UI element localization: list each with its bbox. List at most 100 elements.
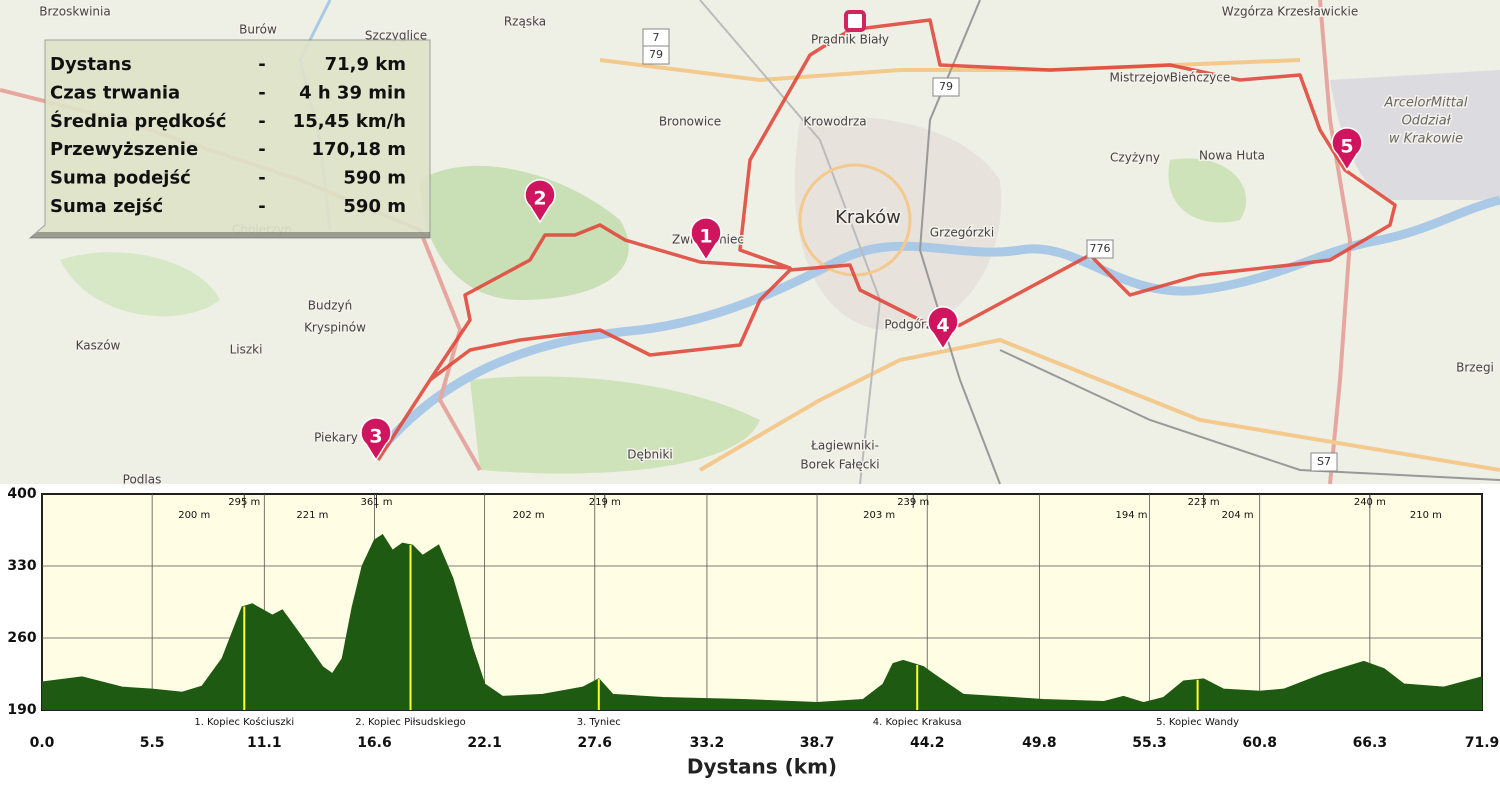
peak-label: 223 m xyxy=(1188,497,1220,508)
peak-label: 295 m xyxy=(228,497,260,508)
road-shield xyxy=(932,77,960,97)
map-label: Czyżyny xyxy=(1110,151,1160,165)
x-tick-label: 55.3 xyxy=(1132,735,1167,751)
map-label: Podgórze xyxy=(884,318,939,332)
stat-separator: - xyxy=(258,82,265,103)
road-shield xyxy=(642,45,670,65)
map-label: Kaszów xyxy=(76,339,121,353)
marker-pin xyxy=(360,417,392,462)
road-number: 79 xyxy=(649,48,663,61)
map-label: Podlas xyxy=(123,473,162,487)
y-tick-label: 260 xyxy=(7,630,36,646)
peak-name: 5. Kopiec Wandy xyxy=(1156,717,1239,728)
map-label: Nowa Huta xyxy=(1199,149,1265,163)
map-label: Piekary xyxy=(314,431,358,445)
marker-number: 1 xyxy=(699,226,712,248)
stat-value: 590 m xyxy=(343,196,406,217)
x-tick-label: 66.3 xyxy=(1353,735,1388,751)
marker-number: 2 xyxy=(533,188,546,210)
stat-label: Przewyższenie xyxy=(50,139,198,160)
peak-label: 240 m xyxy=(1354,497,1386,508)
area-line xyxy=(41,534,1483,704)
stat-value: 170,18 m xyxy=(312,139,406,160)
marker-pin xyxy=(690,217,722,262)
map-label: w Krakowie xyxy=(1389,132,1463,147)
x-tick-label: 11.1 xyxy=(247,735,282,751)
stat-separator: - xyxy=(258,111,265,132)
map xyxy=(0,0,1500,485)
x-tick-label: 71.9 xyxy=(1465,735,1500,751)
stat-value: 15,45 km/h xyxy=(293,111,406,132)
stat-separator: - xyxy=(258,196,265,217)
stat-separator: - xyxy=(258,54,265,75)
stat-value: 4 h 39 min xyxy=(299,82,406,103)
map-label: Kraków xyxy=(835,207,901,228)
markers: 1 2 3 4 5 xyxy=(360,127,1363,462)
stat-value: 590 m xyxy=(343,168,406,189)
marker-number: 3 xyxy=(369,426,382,448)
map-label: Wzgórza Krzesławickie xyxy=(1222,5,1358,19)
map-label: Rząska xyxy=(504,15,546,29)
map-label: Burów xyxy=(239,23,277,37)
elevation-chart: 0.0 5.5 11.1 16.6 22.1 27.6 33.2 38.7 44.2 49.8 55… xyxy=(7,486,1499,751)
peak-label: 361 m xyxy=(360,497,392,508)
x-tick-label: 60.8 xyxy=(1242,735,1277,751)
x-axis-title: Dystans (km) xyxy=(687,755,837,779)
road-number: 776 xyxy=(1090,242,1111,255)
map-label: Łagiewniki- xyxy=(810,439,879,453)
x-tick-label: 0.0 xyxy=(30,735,55,751)
stats: Dystans - 71,9 km Czas trwania - 4 h 39 min Śr… xyxy=(50,54,406,217)
peak-label: 239 m xyxy=(897,497,929,508)
valley-label: 221 m xyxy=(296,510,328,521)
road-shield xyxy=(1086,239,1114,259)
y-tick-label: 400 xyxy=(7,486,36,502)
stat-label: Dystans xyxy=(50,54,132,75)
x-tick-label: 49.8 xyxy=(1022,735,1057,751)
map-label: Brzegi xyxy=(1456,361,1494,375)
marker-pin xyxy=(1331,127,1363,172)
peak-name: 1. Kopiec Kościuszki xyxy=(194,716,294,728)
stat-value: 71,9 km xyxy=(325,54,406,75)
road-number: 7 xyxy=(653,31,660,44)
stats-box xyxy=(28,39,431,239)
valley-label: 202 m xyxy=(513,510,545,521)
marker-pin xyxy=(524,179,556,224)
stat-label: Suma zejść xyxy=(50,196,164,217)
marker-pin xyxy=(927,306,959,351)
peak-name: 2. Kopiec Piłsudskiego xyxy=(355,717,466,728)
x-tick-label: 44.2 xyxy=(910,735,945,751)
valley-label: 194 m xyxy=(1116,510,1148,521)
y-tick-label: 190 xyxy=(7,702,36,718)
map-label: Liszki xyxy=(230,343,263,357)
x-tick-label: 33.2 xyxy=(690,735,725,751)
x-tick-label: 16.6 xyxy=(357,735,392,751)
stat-label: Czas trwania xyxy=(50,82,180,103)
valley-label: 204 m xyxy=(1222,510,1254,521)
peak-name: 3. Tyniec xyxy=(577,717,621,728)
peak-label: 219 m xyxy=(589,497,621,508)
area-fill xyxy=(42,535,1482,710)
stat-separator: - xyxy=(258,139,265,160)
map-label: Kryspinów xyxy=(304,321,366,335)
road-number: 79 xyxy=(939,80,953,93)
x-tick-label: 5.5 xyxy=(140,735,165,751)
map-label: ArcelorMittal xyxy=(1384,96,1468,111)
y-tick-label: 330 xyxy=(7,558,36,574)
road-shield xyxy=(1310,452,1338,472)
marker-number: 4 xyxy=(936,315,949,337)
x-tick-label: 38.7 xyxy=(800,735,835,751)
stat-label: Średnia prędkość xyxy=(50,110,227,132)
x-tick-label: 27.6 xyxy=(577,735,612,751)
map-label: Budzyń xyxy=(308,299,352,313)
map-label: Bieńczyce xyxy=(1170,71,1231,85)
peak-name: 4. Kopiec Krakusa xyxy=(873,717,962,728)
map-label: Prądnik Biały xyxy=(811,33,889,47)
map-label: Borek Fałęcki xyxy=(800,458,879,472)
stat-label: Suma podejść xyxy=(50,168,191,189)
stat-separator: - xyxy=(258,168,265,189)
map-label: Krowodrza xyxy=(803,115,866,129)
valley-label: 200 m xyxy=(178,510,210,521)
map-label: Dębniki xyxy=(627,448,672,462)
